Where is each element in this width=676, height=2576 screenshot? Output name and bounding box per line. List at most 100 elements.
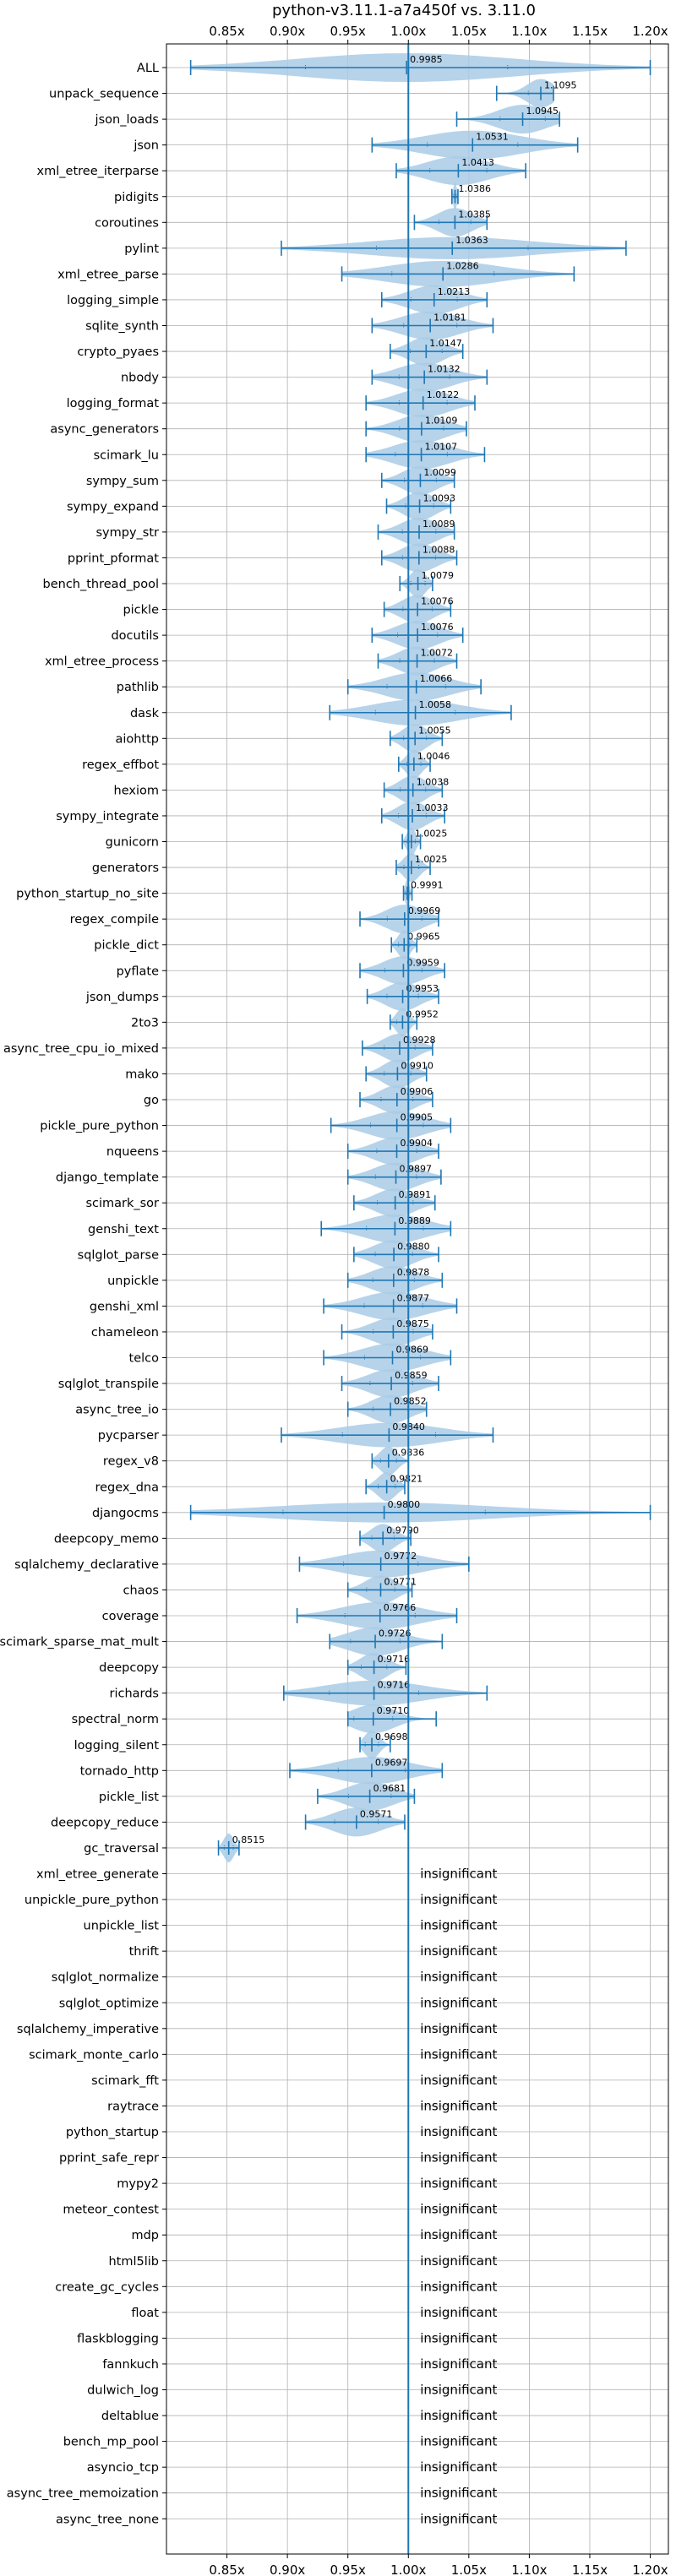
value-label: 1.0076: [421, 596, 454, 607]
row-label: sympy_str: [96, 526, 160, 540]
row-label: regex_v8: [103, 1455, 159, 1469]
row-label: xml_etree_iterparse: [37, 165, 160, 178]
row-label: regex_compile: [70, 913, 159, 927]
violin-layer: 0.9985 1.1095 1.0945 1.0531 1.0413 1.0386 1.03…: [189, 44, 651, 2554]
insignificant-label: insignificant: [420, 2202, 497, 2217]
row-label: scimark_monte_carlo: [29, 2048, 159, 2062]
insignificant-label: insignificant: [420, 2150, 497, 2166]
value-label: 0.9726: [379, 1628, 412, 1639]
value-label: 0.9821: [390, 1473, 423, 1484]
value-label: 1.0132: [428, 364, 461, 375]
insignificant-label: insignificant: [420, 1943, 497, 1959]
row-label: go: [144, 1094, 159, 1107]
row-label: deepcopy_reduce: [51, 1816, 159, 1829]
row-label: fannkuch: [102, 2358, 159, 2372]
value-label: 1.0385: [458, 209, 491, 220]
value-label: 0.9875: [396, 1318, 429, 1329]
value-label: 0.9910: [401, 1060, 433, 1071]
tick-label-bottom: 1.15x: [572, 2562, 608, 2576]
insignificant-label: insignificant: [420, 2124, 497, 2139]
x-axis-ticks: 0.85x 0.85x 0.90x 0.90x 0.95x 0.95x 1.00x 1.00x…: [162, 24, 668, 2576]
row-label: scimark_lu: [94, 448, 159, 462]
row-label: coverage: [102, 1610, 159, 1623]
row-label: pathlib: [117, 681, 159, 694]
row-label: xml_etree_process: [45, 655, 159, 669]
row-label: coroutines: [95, 216, 159, 230]
row-label: async_tree_none: [56, 2513, 159, 2526]
value-label: 1.0386: [459, 183, 492, 194]
row-label: mypy2: [117, 2177, 159, 2191]
insignificant-label: insignificant: [420, 2330, 497, 2345]
value-label: 1.0046: [417, 751, 450, 762]
tick-label-bottom: 1.05x: [451, 2562, 487, 2576]
row-label: bench_thread_pool: [43, 578, 159, 591]
row-label: 2to3: [131, 1016, 159, 1030]
row-label: bench_mp_pool: [63, 2436, 159, 2449]
row-label: gc_traversal: [84, 1842, 159, 1856]
row-label: async_tree_io: [75, 1404, 159, 1417]
row-label: pprint_pformat: [68, 552, 159, 565]
row-label: dulwich_log: [87, 2384, 159, 2398]
row-label: pyflate: [117, 965, 159, 978]
row-label: djangocms: [92, 1507, 159, 1520]
value-label: 1.0147: [429, 338, 462, 349]
value-label: 0.9571: [360, 1808, 393, 1819]
row-label: sqlglot_optimize: [59, 1997, 159, 2010]
tick-label-bottom: 0.90x: [270, 2562, 305, 2576]
value-label: 0.9710: [377, 1705, 410, 1716]
row-label: pidigits: [114, 191, 159, 204]
row-label: docutils: [111, 629, 159, 643]
value-label: 0.9965: [407, 932, 440, 943]
row-label: sympy_integrate: [56, 810, 159, 823]
insignificant-label: insignificant: [420, 2073, 497, 2088]
row-label: tornado_http: [80, 1764, 159, 1778]
row-label: sqlite_synth: [85, 320, 159, 334]
insignificant-label: insignificant: [420, 2253, 497, 2269]
row-label: hexiom: [114, 784, 159, 797]
insignificant-label: insignificant: [420, 1995, 497, 2010]
value-label: 1.0213: [438, 286, 471, 297]
chart-title: python-v3.11.1-a7a450f vs. 3.11.0: [272, 2, 536, 19]
row-label: aiohttp: [115, 732, 159, 746]
insignificant-label: insignificant: [420, 2227, 497, 2242]
row-label: async_tree_memoization: [7, 2487, 159, 2501]
value-label: 0.9869: [396, 1345, 429, 1356]
value-label: 0.9969: [408, 905, 441, 916]
value-label: 1.0025: [415, 854, 448, 865]
value-label: 0.9800: [388, 1499, 421, 1510]
row-label: sympy_sum: [86, 475, 159, 488]
value-label: 1.0076: [421, 622, 454, 633]
value-label: 1.0066: [420, 673, 453, 684]
row-label: json_loads: [95, 113, 159, 127]
insignificant-label: insignificant: [420, 1970, 497, 1985]
row-label: async_generators: [50, 423, 159, 437]
value-label: 1.0181: [433, 312, 466, 323]
value-label: 0.9897: [400, 1164, 433, 1175]
row-label: async_tree_cpu_io_mixed: [3, 1042, 159, 1056]
value-label: 0.9928: [403, 1035, 435, 1046]
row-label: pickle_pure_python: [40, 1120, 159, 1133]
value-label: 0.9681: [373, 1783, 406, 1794]
row-label: deepcopy_memo: [54, 1532, 159, 1546]
row-label: chaos: [123, 1584, 159, 1597]
row-label: sqlglot_parse: [78, 1248, 159, 1262]
insignificant-label: insignificant: [420, 2098, 497, 2113]
insignificant-label: insignificant: [420, 1892, 497, 1907]
row-label: sqlalchemy_declarative: [14, 1558, 159, 1572]
row-label: richards: [109, 1687, 159, 1701]
value-label: 0.9877: [397, 1292, 430, 1303]
value-label: 0.9953: [406, 983, 439, 994]
value-label: 1.0109: [425, 416, 458, 427]
row-label: ALL: [137, 62, 159, 75]
value-label: 1.0413: [461, 157, 494, 168]
value-label: 0.9698: [375, 1731, 408, 1742]
row-label: python_startup_no_site: [16, 888, 159, 901]
row-label: crypto_pyaes: [77, 345, 159, 359]
row-label: nbody: [121, 372, 159, 385]
row-label: sqlglot_transpile: [58, 1378, 159, 1391]
row-label: sqlalchemy_imperative: [17, 2023, 159, 2036]
row-label: chameleon: [91, 1326, 159, 1340]
value-label: 1.0286: [446, 260, 479, 271]
row-label: deepcopy: [99, 1661, 159, 1675]
